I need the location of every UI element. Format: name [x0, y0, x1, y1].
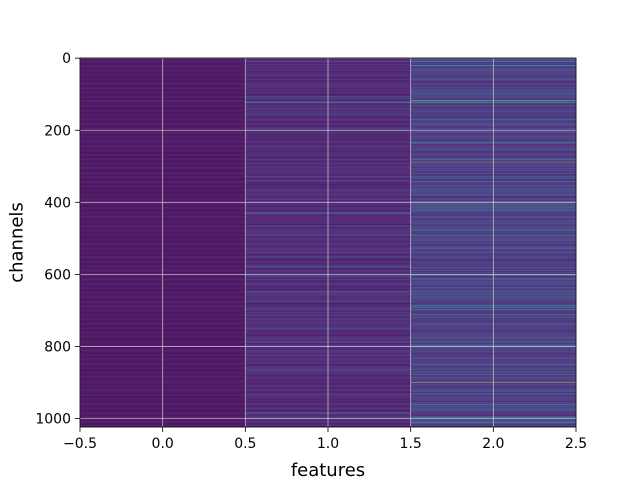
- x-tick-label: 1.0: [317, 436, 339, 452]
- y-tick-label: 0: [62, 51, 71, 67]
- x-tick-label: 2.5: [565, 436, 587, 452]
- y-tick-label: 400: [44, 195, 71, 211]
- x-axis-label: features: [291, 460, 365, 480]
- x-tick-label: 0.5: [234, 436, 256, 452]
- y-axis-label: channels: [6, 202, 27, 283]
- y-tick-label: 200: [44, 123, 71, 139]
- y-tick-label: 1000: [35, 412, 71, 428]
- y-axis-ticks: 0 200 400 600 800 1000: [35, 51, 80, 428]
- x-axis-ticks: −0.5 0.0 0.5 1.0 1.5 2.0 2.5: [63, 427, 587, 452]
- y-tick-label: 600: [44, 267, 71, 283]
- y-tick-label: 800: [44, 339, 71, 355]
- x-tick-label: 2.0: [482, 436, 504, 452]
- x-tick-label: 1.5: [400, 436, 422, 452]
- x-tick-label: 0.0: [152, 436, 174, 452]
- x-tick-label: −0.5: [63, 436, 97, 452]
